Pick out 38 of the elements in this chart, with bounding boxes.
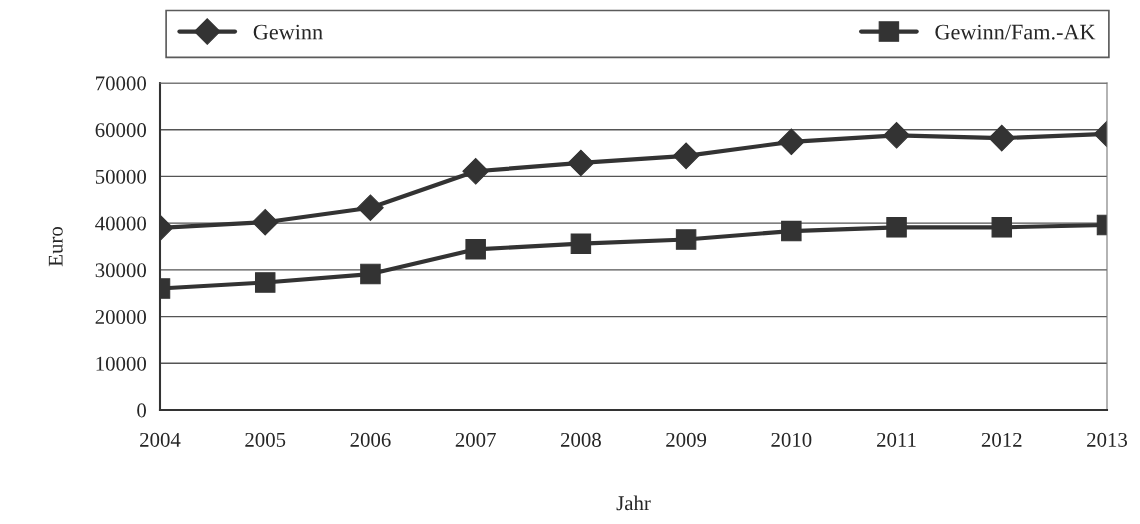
point xyxy=(886,217,907,238)
x-tick-label: 2008 xyxy=(560,432,601,447)
x-tick-label: 2011 xyxy=(877,432,916,447)
point xyxy=(360,263,381,285)
y-axis-title: Euro xyxy=(48,227,63,267)
y-tick-label: 60000 xyxy=(95,123,147,138)
point xyxy=(251,208,279,236)
point xyxy=(462,158,489,185)
x-tick-label: 2004 xyxy=(140,432,181,447)
point xyxy=(991,217,1013,238)
point xyxy=(357,194,384,222)
y-tick-label: 70000 xyxy=(96,76,147,91)
y-tick-label: 0 xyxy=(137,403,147,418)
x-tick-label: 2013 xyxy=(1087,432,1128,447)
x-tick-label: 2010 xyxy=(771,432,812,447)
point xyxy=(675,229,697,250)
point xyxy=(567,149,595,177)
x-tick-label: 2007 xyxy=(455,432,496,447)
legend-label: Gewinn xyxy=(253,24,323,40)
y-tick-label: 20000 xyxy=(95,309,147,324)
x-tick-label: 2012 xyxy=(981,432,1022,447)
legend-label: Gewinn/Fam.-AK xyxy=(935,24,1096,40)
y-tick-label: 50000 xyxy=(95,169,147,184)
point xyxy=(778,128,805,156)
point xyxy=(465,239,486,260)
point xyxy=(254,272,276,293)
y-tick-label: 30000 xyxy=(95,263,147,278)
x-axis-title: Jahr xyxy=(616,495,651,511)
x-tick-label: 2009 xyxy=(666,432,707,447)
point xyxy=(570,233,592,254)
x-tick-label: 2006 xyxy=(350,432,391,447)
point xyxy=(883,122,910,149)
point xyxy=(781,220,802,242)
point xyxy=(672,142,700,170)
y-tick-label: 40000 xyxy=(95,216,147,231)
x-tick-label: 2005 xyxy=(245,432,286,447)
y-tick-label: 10000 xyxy=(96,356,147,371)
point xyxy=(988,124,1016,152)
